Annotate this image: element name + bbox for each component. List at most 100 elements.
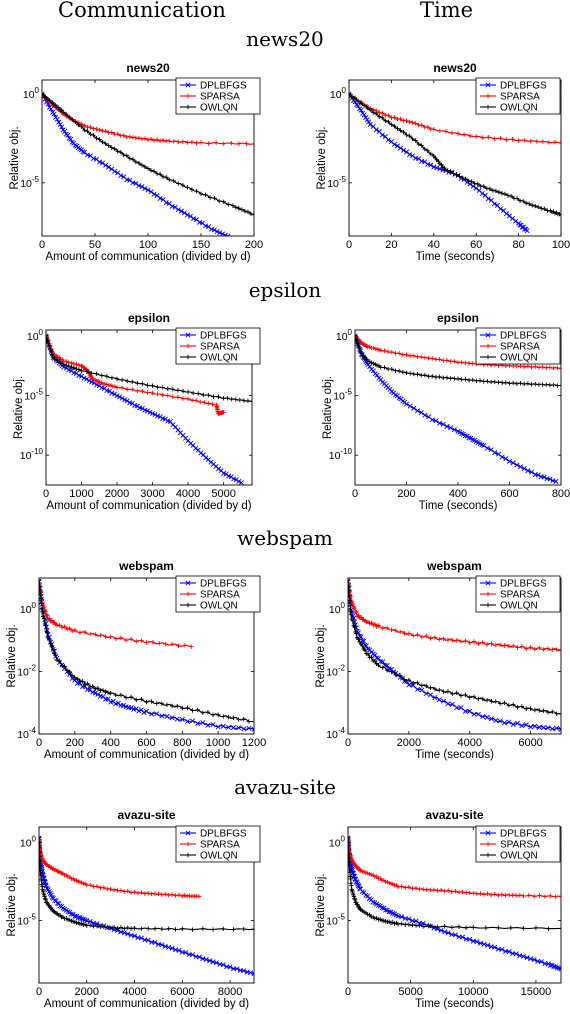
data-point: [59, 663, 65, 668]
data-point: [541, 474, 547, 480]
data-point: [67, 114, 72, 120]
data-point: [100, 139, 105, 145]
data-point: [67, 626, 72, 631]
data-point: [546, 926, 551, 931]
data-point: [519, 644, 525, 649]
data-point: [241, 716, 246, 722]
data-point: [141, 709, 147, 715]
data-point: [520, 953, 526, 959]
data-point: [385, 349, 391, 355]
data-point: [392, 123, 397, 129]
data-point: [169, 703, 175, 709]
y-tick-label: 100: [23, 86, 40, 101]
data-point: [164, 702, 170, 708]
data-point: [449, 925, 455, 930]
data-point: [155, 385, 160, 390]
data-point: [493, 188, 499, 194]
data-point: [524, 646, 529, 651]
legend-label: OWLQN: [200, 353, 238, 364]
data-point: [229, 396, 234, 402]
data-point: [455, 131, 461, 136]
data-point: [433, 357, 439, 362]
data-point: [167, 138, 172, 144]
data-point: [221, 396, 226, 401]
data-point: [190, 708, 195, 713]
data-point: [241, 968, 247, 974]
data-point: [480, 135, 485, 140]
data-point: [463, 377, 468, 382]
data-point: [122, 926, 127, 931]
data-point: [431, 164, 437, 170]
legend-label: DPLBFGS: [200, 331, 247, 342]
data-point: [185, 140, 190, 145]
data-point: [94, 135, 99, 141]
data-point: [420, 924, 426, 929]
data-point: [413, 121, 418, 126]
data-point: [150, 383, 155, 388]
data-point: [145, 383, 150, 388]
data-point: [118, 150, 123, 155]
data-point: [407, 403, 413, 409]
data-point: [473, 185, 479, 191]
data-point: [477, 378, 483, 383]
legend-label: SPARSA: [500, 92, 540, 103]
data-point: [79, 124, 84, 129]
data-point: [178, 208, 184, 214]
data-point: [525, 364, 531, 369]
data-point: [470, 361, 475, 366]
data-point: [95, 685, 101, 691]
data-point: [553, 478, 559, 484]
data-point: [200, 710, 206, 716]
data-point: [419, 687, 425, 693]
data-point: [130, 379, 135, 384]
data-point: [444, 375, 450, 380]
data-point: [216, 394, 221, 399]
data-point: [87, 882, 93, 888]
data-point: [90, 684, 95, 689]
data-point: [39, 601, 44, 606]
data-point: [404, 352, 409, 357]
data-point: [492, 379, 497, 385]
data-point: [234, 966, 240, 972]
data-point: [352, 897, 358, 902]
x-tick-label: 2000: [105, 488, 129, 500]
series-owlqn: [348, 835, 561, 931]
data-point: [95, 691, 101, 697]
data-point: [493, 642, 498, 648]
data-point: [355, 881, 361, 887]
data-point: [506, 949, 512, 955]
data-point: [538, 959, 544, 965]
legend-marker: [485, 830, 491, 836]
y-tick-label: 10-5: [24, 388, 43, 403]
data-point: [166, 892, 171, 898]
x-tick-label: 2000: [397, 737, 421, 749]
data-point: [64, 359, 69, 364]
data-point: [97, 127, 102, 133]
series-dplbfgs: [39, 835, 254, 977]
data-point: [506, 458, 513, 464]
data-point: [552, 139, 558, 145]
data-point: [379, 132, 385, 138]
legend-label: SPARSA: [200, 92, 240, 103]
data-point: [93, 686, 98, 692]
data-point: [393, 351, 398, 356]
chart-6: avazu-site 0 2000 4000 6000 8000 100 10-5 Amount…: [6, 808, 261, 1010]
data-point: [39, 859, 43, 864]
data-point: [365, 651, 371, 656]
data-point: [200, 926, 206, 931]
x-tick-label: 800: [552, 488, 570, 500]
data-point: [194, 140, 199, 146]
data-point: [475, 711, 481, 717]
data-point: [484, 445, 490, 451]
x-tick-label: 5000: [398, 986, 422, 998]
data-point: [488, 716, 494, 722]
data-point: [145, 187, 151, 193]
data-point: [200, 720, 206, 726]
data-point: [76, 362, 82, 368]
data-point: [519, 704, 525, 709]
data-point: [128, 926, 134, 931]
data-point: [467, 640, 472, 645]
data-point: [469, 179, 474, 184]
